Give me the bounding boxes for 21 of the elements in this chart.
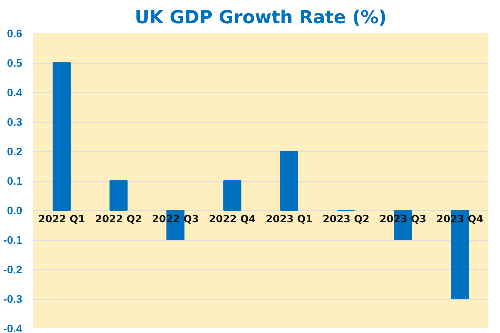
x-tick-label: 2022 Q1	[38, 214, 86, 226]
y-tick-label: 0.2	[7, 146, 23, 158]
x-tick-label: 2022 Q4	[209, 214, 256, 226]
y-tick-label: -0.4	[4, 324, 24, 333]
x-tick-label: 2023 Q2	[322, 214, 370, 226]
bar	[280, 151, 298, 211]
y-tick-label: -0.3	[4, 294, 23, 306]
y-tick-label: 0.1	[7, 176, 23, 188]
y-tick-label: 0.4	[7, 88, 24, 100]
y-tick-label: -0.1	[4, 235, 23, 247]
x-tick-label: 2023 Q1	[266, 214, 313, 226]
bar	[224, 180, 242, 211]
y-tick-label: 0.3	[7, 117, 23, 129]
y-tick-label: 0.5	[7, 58, 23, 70]
y-tick-label: 0.0	[7, 206, 23, 218]
bar	[52, 62, 71, 211]
chart-title: UK GDP Growth Rate (%)	[135, 8, 387, 28]
x-tick-label: 2022 Q2	[95, 214, 142, 226]
bar	[110, 180, 128, 211]
y-tick-label: -0.2	[4, 264, 23, 276]
y-tick-label: 0.6	[7, 28, 23, 40]
